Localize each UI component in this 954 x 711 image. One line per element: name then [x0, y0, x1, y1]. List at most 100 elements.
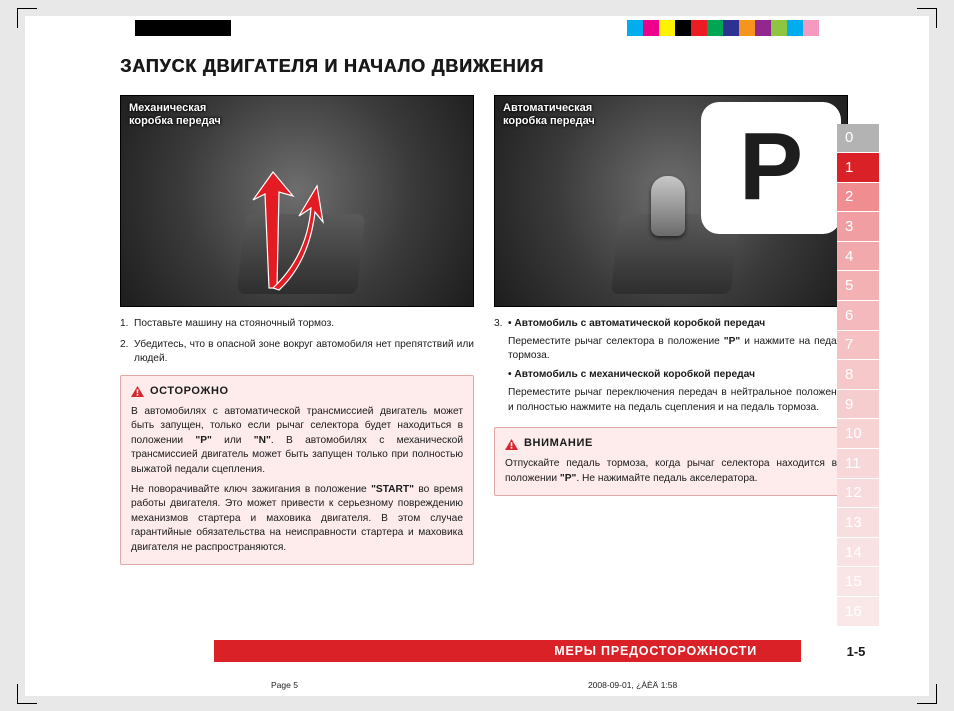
section-tab-8[interactable]: 8 [837, 360, 879, 390]
reg-square [723, 20, 739, 36]
left-column: Механическая коробка передач 1. Поставьт… [120, 95, 474, 566]
text-bold: "N" [254, 435, 271, 446]
step-body: • Автомобиль с автоматической коробкой п… [508, 317, 848, 420]
registration-marks [25, 20, 929, 38]
text-bold: "P" [195, 435, 211, 446]
section-tab-2[interactable]: 2 [837, 183, 879, 213]
section-tab-3[interactable]: 3 [837, 212, 879, 242]
meta-datetime: 2008-09-01, ¿ÀÈÄ 1:58 [588, 680, 677, 690]
section-tab-5[interactable]: 5 [837, 271, 879, 301]
steps-list-left: 1. Поставьте машину на стояночный тормоз… [120, 317, 474, 367]
warning-triangle-icon [131, 386, 144, 397]
section-tab-12[interactable]: 12 [837, 479, 879, 509]
meta-page: Page 5 [271, 680, 298, 690]
right-column: Автоматическая коробка передач P 3. • Ав… [494, 95, 848, 566]
section-tabs: 012345678910111213141516 [837, 124, 879, 627]
p-letter: P [739, 99, 803, 235]
print-metadata: Page 5 2008-09-01, ¿ÀÈÄ 1:58 [25, 680, 929, 690]
caution-p2: Не поворачивайте ключ зажигания в положе… [131, 483, 463, 555]
bullet-manual-desc: Переместите рычаг переключения передач в… [508, 386, 848, 415]
page-content: ЗАПУСК ДВИГАТЕЛЯ И НАЧАЛО ДВИЖЕНИЯ Механ… [120, 56, 879, 674]
section-tab-15[interactable]: 15 [837, 567, 879, 597]
two-column-layout: Механическая коробка передач 1. Поставьт… [120, 95, 879, 566]
reg-square [167, 20, 183, 36]
reg-square [691, 20, 707, 36]
section-tab-1[interactable]: 1 [837, 153, 879, 183]
reg-square [215, 20, 231, 36]
text-run: . Не нажимайте педаль акселератора. [576, 473, 757, 484]
reg-square [675, 20, 691, 36]
auto-gearbox-photo: Автоматическая коробка передач P [494, 95, 848, 307]
handbrake-arrow-icon [217, 166, 327, 296]
bullet-auto-desc: Переместите рычаг селектора в положение … [508, 335, 848, 364]
section-tab-6[interactable]: 6 [837, 301, 879, 331]
park-badge: P [701, 102, 841, 234]
caption-line1: Автоматическая [503, 102, 592, 114]
reg-square [135, 20, 151, 36]
photo-caption: Автоматическая коробка передач [503, 102, 595, 130]
photo-caption: Механическая коробка передач [129, 102, 221, 130]
section-tab-13[interactable]: 13 [837, 508, 879, 538]
warning-triangle-icon [505, 439, 518, 450]
reg-square [707, 20, 723, 36]
section-tab-11[interactable]: 11 [837, 449, 879, 479]
reg-square [739, 20, 755, 36]
reg-square [803, 20, 819, 36]
step-1: 1. Поставьте машину на стояночный тормоз… [120, 317, 474, 331]
step-3: 3. • Автомобиль с автоматической коробко… [494, 317, 848, 420]
attention-box: ВНИМАНИЕ Отпускайте педаль тормоза, когд… [494, 427, 848, 496]
reg-square [771, 20, 787, 36]
reg-square [627, 20, 643, 36]
page-heading: ЗАПУСК ДВИГАТЕЛЯ И НАЧАЛО ДВИЖЕНИЯ [120, 56, 879, 77]
text-run: или [212, 435, 254, 446]
caption-line2: коробка передач [129, 115, 221, 127]
bullet-text: Переместите рычаг переключения передач в… [508, 386, 848, 415]
reg-square [755, 20, 771, 36]
step-num: 2. [120, 338, 134, 367]
section-tab-0[interactable]: 0 [837, 124, 879, 154]
reg-square [183, 20, 199, 36]
steps-list-right: 3. • Автомобиль с автоматической коробко… [494, 317, 848, 420]
attention-heading: ВНИМАНИЕ [505, 436, 837, 452]
section-tab-7[interactable]: 7 [837, 331, 879, 361]
reg-square [643, 20, 659, 36]
attention-p: Отпускайте педаль тормоза, когда рычаг с… [505, 457, 837, 486]
section-tab-4[interactable]: 4 [837, 242, 879, 272]
manual-gearbox-photo: Механическая коробка передач [120, 95, 474, 307]
bullet-title: • Автомобиль с автоматической коробкой п… [508, 317, 848, 331]
page-number: 1-5 [835, 644, 877, 659]
reg-square [787, 20, 803, 36]
section-tab-16[interactable]: 16 [837, 597, 879, 627]
footer-section-title: МЕРЫ ПРЕДОСТОРОЖНОСТИ [214, 640, 801, 662]
gear-selector [651, 176, 685, 236]
step-text: Поставьте машину на стояночный тормоз. [134, 317, 474, 331]
section-tab-9[interactable]: 9 [837, 390, 879, 420]
print-sheet: ЗАПУСК ДВИГАТЕЛЯ И НАЧАЛО ДВИЖЕНИЯ Механ… [25, 16, 929, 696]
reg-square [659, 20, 675, 36]
reg-square [199, 20, 215, 36]
text-run: Переместите рычаг селектора в положение [508, 336, 724, 347]
reg-color-strip [627, 20, 819, 38]
footer: МЕРЫ ПРЕДОСТОРОЖНОСТИ 1-5 [25, 640, 929, 663]
attention-title: ВНИМАНИЕ [524, 436, 593, 452]
step-num: 1. [120, 317, 134, 331]
caption-line1: Механическая [129, 102, 206, 114]
caution-title: ОСТОРОЖНО [150, 384, 229, 400]
caution-box: ОСТОРОЖНО В автомобилях с автоматической… [120, 375, 474, 565]
reg-square [151, 20, 167, 36]
bullet-title: • Автомобиль с механической коробкой пер… [508, 368, 848, 382]
step-text: Убедитесь, что в опасной зоне вокруг авт… [134, 338, 474, 367]
bullet-manual: • Автомобиль с механической коробкой пер… [508, 368, 848, 382]
reg-black-strip [135, 20, 231, 38]
text-bold: "P" [560, 473, 576, 484]
text-bold: "START" [371, 484, 414, 495]
caution-p1: В автомобилях с автоматической трансмисс… [131, 405, 463, 477]
text-run: Не поворачивайте ключ зажигания в положе… [131, 484, 371, 495]
caption-line2: коробка передач [503, 115, 595, 127]
section-tab-10[interactable]: 10 [837, 419, 879, 449]
step-num: 3. [494, 317, 508, 420]
caution-heading: ОСТОРОЖНО [131, 384, 463, 400]
step-2: 2. Убедитесь, что в опасной зоне вокруг … [120, 338, 474, 367]
section-tab-14[interactable]: 14 [837, 538, 879, 568]
bullet-text: Переместите рычаг селектора в положение … [508, 335, 848, 364]
